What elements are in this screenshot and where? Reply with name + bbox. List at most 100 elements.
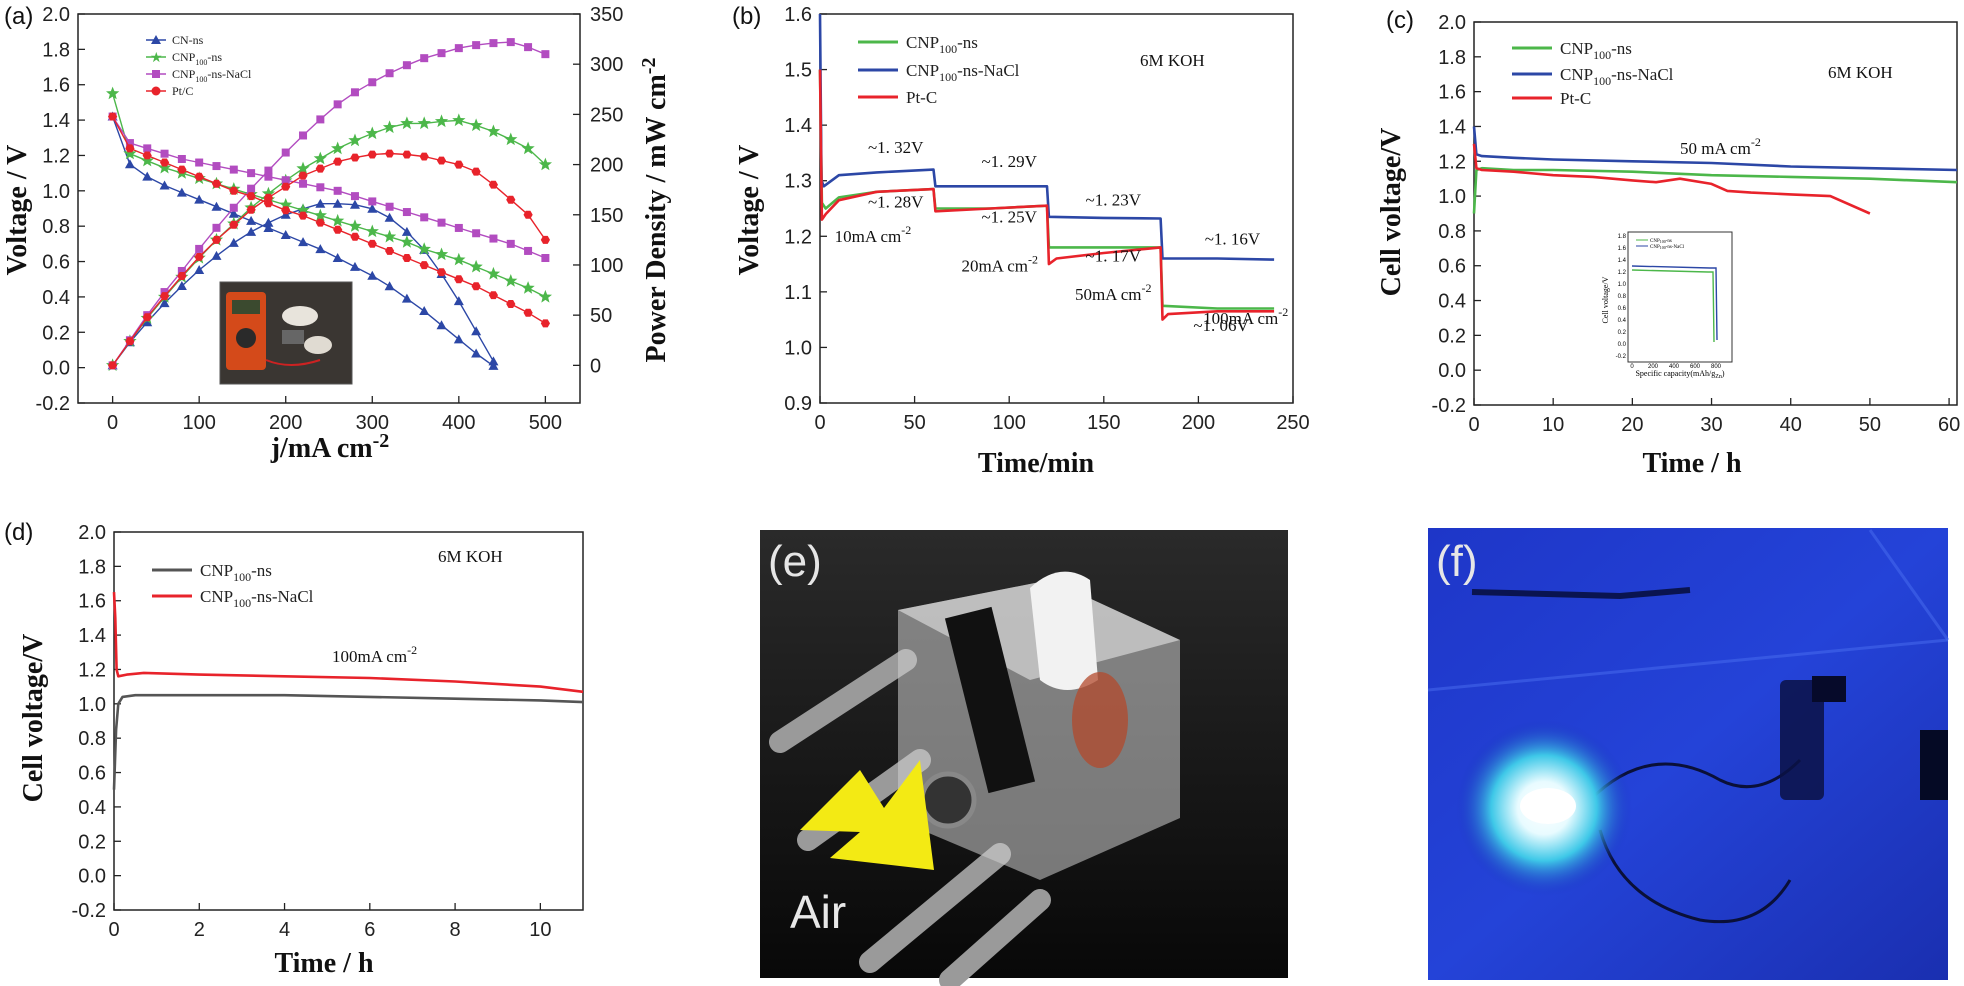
y-tick-label: 0.6 bbox=[42, 252, 70, 274]
data-point bbox=[298, 211, 308, 220]
data-point bbox=[402, 254, 412, 262]
data-point bbox=[401, 226, 412, 236]
x-tick-label: 150 bbox=[1087, 412, 1120, 434]
data-point bbox=[124, 159, 135, 169]
data-point bbox=[298, 237, 309, 247]
x-tick-label: 10 bbox=[529, 919, 551, 941]
data-point bbox=[160, 158, 170, 167]
panel-d-current: 100mA cm-2 bbox=[332, 643, 417, 666]
data-point bbox=[279, 198, 293, 211]
y-tick-label: 1.3 bbox=[784, 171, 812, 193]
current-annotation-text: 100mA cm bbox=[1203, 309, 1278, 328]
data-point bbox=[142, 151, 152, 160]
x-tick-label: 400 bbox=[442, 412, 475, 434]
y-tick-label: 0.6 bbox=[1438, 256, 1466, 278]
electrode-plate-icon bbox=[944, 606, 1036, 794]
panel-c-ylabel: Cell voltage/V bbox=[1376, 128, 1407, 297]
x-tick-label: 10 bbox=[1542, 414, 1564, 436]
legend-a-2-end: -ns bbox=[207, 50, 222, 64]
inset-xlabel-text: Specific capacity(mAh/g bbox=[1635, 369, 1715, 378]
cap-icon bbox=[1030, 571, 1098, 690]
data-point bbox=[486, 266, 501, 280]
inset-x-tick: 600 bbox=[1690, 364, 1701, 370]
current-annotation-sup: -2 bbox=[1278, 305, 1288, 319]
y2-tick-label: 300 bbox=[590, 54, 623, 76]
y-tick-label: 1.6 bbox=[1438, 82, 1466, 104]
data-point bbox=[523, 308, 533, 317]
panel-c-current-sup: -2 bbox=[1751, 135, 1761, 149]
data-point bbox=[159, 298, 170, 308]
inset-x-tick: 200 bbox=[1648, 364, 1659, 370]
y-tick-label: 1.2 bbox=[784, 226, 812, 248]
inset-xlabel-sub: Zn bbox=[1715, 374, 1722, 380]
panel-c-label: (c) bbox=[1386, 7, 1414, 34]
data-point bbox=[367, 203, 378, 213]
y-tick-label: 1.8 bbox=[78, 556, 106, 578]
y-tick-label: 2.0 bbox=[1438, 12, 1466, 34]
panel-d-current-text: 100mA cm bbox=[332, 647, 407, 666]
panel-a-xlabel-text: j/mA cm bbox=[270, 433, 373, 464]
voltage-annotation: ~1. 16V bbox=[1205, 230, 1261, 249]
panel-c: (c) -0.2 0.0 0.2 0.4 0.6 0.8 1.0 1.2 1.4 1.6 1.8 2.… bbox=[1376, 7, 1960, 479]
panel-a-xlabel: j/mA cm-2 bbox=[270, 430, 390, 464]
y2-tick-label: 0 bbox=[590, 355, 601, 377]
y-tick-label: 0.6 bbox=[78, 763, 106, 785]
panel-d-xlabel: Time / h bbox=[274, 948, 373, 979]
y-tick-label: 1.2 bbox=[1438, 151, 1466, 173]
data-point bbox=[177, 272, 187, 280]
inset-x-tick: 800 bbox=[1711, 364, 1722, 370]
inset-legend-2: CNP100-ns-NaCl bbox=[1650, 245, 1685, 250]
y-tick-label: 1.4 bbox=[42, 110, 70, 132]
data-point bbox=[332, 198, 343, 208]
current-annotation: 50mA cm-2 bbox=[1075, 281, 1152, 304]
x-tick-label: 100 bbox=[993, 412, 1026, 434]
current-annotation: 10mA cm-2 bbox=[835, 223, 912, 246]
voltage-annotation: ~1. 17V bbox=[1086, 246, 1142, 265]
data-point bbox=[486, 124, 501, 138]
inset-y-tick: 1.2 bbox=[1618, 270, 1627, 276]
legend-c-2-end: -ns-NaCl bbox=[1611, 65, 1674, 84]
legend-b-2: CNP100-ns-NaCl bbox=[906, 61, 1020, 84]
data-point bbox=[538, 157, 552, 171]
current-annotation-sup: -2 bbox=[901, 223, 911, 237]
inset-series-ns bbox=[1631, 269, 1715, 343]
x-tick-label: 0 bbox=[108, 919, 119, 941]
legend-b-1: CNP100-ns bbox=[906, 33, 978, 56]
y2-tick-label: 250 bbox=[590, 104, 623, 126]
x-tick-label: 300 bbox=[356, 412, 389, 434]
y-tick-label: -0.2 bbox=[72, 900, 106, 922]
current-annotation-text: 20mA cm bbox=[961, 256, 1028, 275]
data-point bbox=[504, 274, 518, 287]
data-point bbox=[434, 114, 449, 128]
data-point bbox=[419, 152, 429, 161]
data-point bbox=[228, 237, 239, 247]
inset-legend-1-end: -ns bbox=[1666, 239, 1672, 244]
data-point bbox=[524, 246, 533, 255]
data-point bbox=[365, 224, 379, 238]
data-point bbox=[211, 201, 222, 211]
data-point bbox=[108, 361, 118, 370]
data-point bbox=[472, 229, 481, 238]
y2-tick-label: 50 bbox=[590, 305, 612, 327]
panel-d-ylabel: Cell voltage/V bbox=[18, 634, 49, 803]
legend-a-3: CNP100-ns-NaCl bbox=[172, 67, 252, 84]
data-point bbox=[436, 268, 447, 277]
data-point bbox=[471, 282, 481, 291]
data-point bbox=[281, 182, 291, 191]
legend-a-3-text: CNP bbox=[172, 67, 196, 81]
panel-e-label: (e) bbox=[768, 537, 822, 586]
y-tick-label: 1.0 bbox=[78, 694, 106, 716]
data-point bbox=[452, 113, 466, 127]
data-point bbox=[454, 160, 464, 169]
panel-a-xlabel-sup: -2 bbox=[373, 430, 390, 452]
legend-d-2-sub: 100 bbox=[233, 596, 251, 610]
data-point bbox=[212, 223, 221, 232]
y-tick-label: -0.2 bbox=[1432, 395, 1466, 417]
y-tick-label: 1.8 bbox=[1438, 47, 1466, 69]
panel-d-electrolyte: 6M KOH bbox=[438, 547, 503, 566]
panel-d-y-ticks: -0.2 0.0 0.2 0.4 0.6 0.8 1.0 1.2 1.4 1.6 1.8 2.0 bbox=[72, 522, 121, 922]
inset-y-tick: 0.8 bbox=[1618, 294, 1627, 300]
y-tick-label: 1.6 bbox=[42, 75, 70, 97]
data-point bbox=[142, 313, 152, 322]
data-point bbox=[402, 150, 412, 159]
